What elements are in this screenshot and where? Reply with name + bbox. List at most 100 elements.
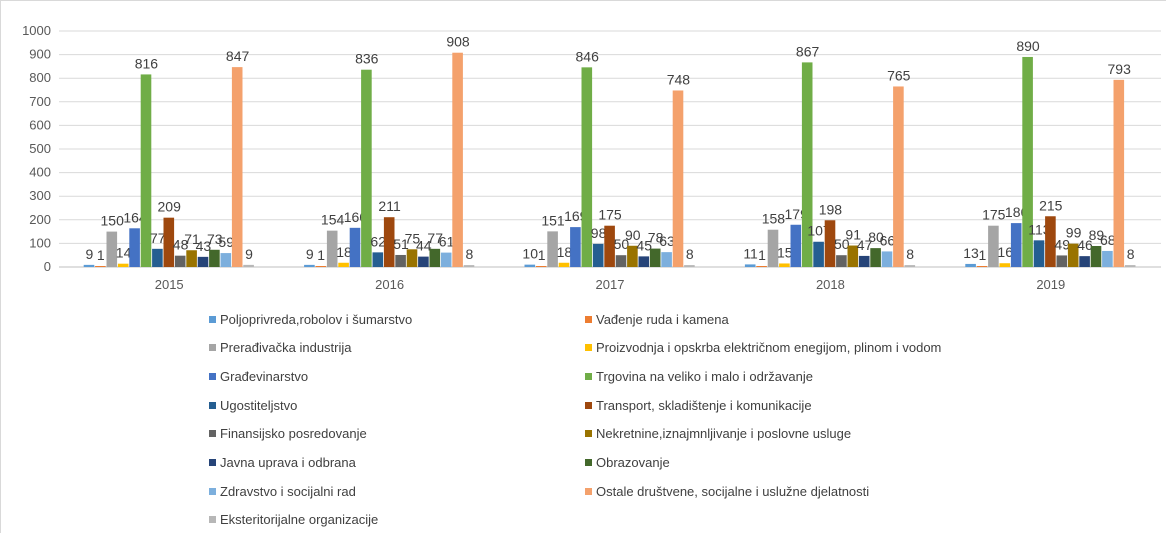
legend-swatch: [209, 401, 216, 409]
legend-label: Prerađivačka industrija: [220, 340, 352, 356]
legend-swatch: [585, 315, 592, 323]
bar: [661, 252, 672, 267]
bar: [117, 263, 129, 267]
y-tick-label: 0: [44, 259, 51, 274]
data-label: 18: [557, 244, 573, 260]
bar: [813, 241, 824, 267]
data-label: 15: [777, 244, 793, 260]
data-label: 10: [522, 246, 538, 262]
bar: [847, 245, 859, 267]
y-tick-label: 300: [29, 188, 51, 203]
data-label: 8: [466, 246, 474, 262]
data-label: 150: [101, 213, 125, 229]
bar: [1124, 265, 1136, 267]
data-label: 48: [173, 237, 189, 253]
bar: [220, 253, 232, 267]
data-label: 89: [1089, 227, 1105, 243]
legend-swatch: [209, 459, 216, 466]
legend-item: Poljoprivreda,robolov i šumarstvo: [209, 309, 412, 329]
legend-label: Transport, skladištenje i komunikacije: [596, 397, 812, 413]
legend-item: Transport, skladištenje i komunikacije: [585, 395, 812, 415]
data-label: 44: [416, 238, 432, 254]
y-tick-label: 200: [29, 212, 51, 227]
bar: [106, 231, 118, 267]
x-tick-label: 2018: [816, 277, 845, 292]
data-label: 68: [1100, 232, 1116, 248]
legend-item: Građevinarstvo: [209, 366, 308, 386]
bar: [684, 265, 695, 267]
data-label: 9: [306, 246, 314, 262]
bar: [1045, 216, 1056, 267]
y-tick-label: 400: [29, 165, 51, 180]
bar: [1010, 223, 1022, 267]
x-tick-label: 2019: [1036, 277, 1065, 292]
data-label: 73: [207, 231, 223, 247]
legend-swatch: [209, 315, 216, 323]
bar: [638, 256, 650, 267]
data-label: 11: [743, 245, 758, 261]
data-label: 43: [196, 238, 212, 254]
legend-swatch: [585, 372, 592, 380]
bar: [326, 230, 338, 267]
data-label: 158: [762, 211, 786, 227]
data-label: 9: [245, 246, 253, 262]
bar: [790, 224, 802, 267]
bar: [315, 266, 327, 267]
legend-label: Proizvodnja i opskrba električnom enegij…: [596, 340, 942, 356]
legend-swatch: [585, 401, 592, 409]
data-label: 50: [834, 236, 850, 252]
y-tick-label: 700: [29, 94, 51, 109]
data-label: 1: [538, 247, 546, 263]
legend-item: Nekretnine,iznajmnljivanje i poslovne us…: [585, 424, 851, 444]
x-tick-label: 2015: [155, 277, 184, 292]
data-label: 59: [218, 234, 234, 250]
legend-label: Eksteritorijalne organizacije: [220, 512, 379, 528]
legend-item: Ugostiteljstvo: [209, 395, 297, 415]
bar: [767, 229, 779, 267]
bar: [129, 228, 140, 267]
data-label: 215: [1039, 197, 1063, 213]
data-label: 18: [336, 244, 352, 260]
data-label: 46: [1077, 237, 1093, 253]
bar: [429, 248, 441, 267]
data-label: 66: [880, 232, 896, 248]
data-label: 75: [405, 230, 421, 246]
data-label: 98: [591, 225, 607, 241]
legend-label: Obrazovanje: [596, 455, 670, 470]
legend-label: Finansijsko posredovanje: [220, 426, 367, 442]
legend-swatch: [209, 372, 216, 380]
bar: [231, 67, 243, 267]
bar: [395, 254, 406, 267]
data-label: 9: [86, 246, 94, 262]
data-label: 198: [819, 201, 843, 217]
data-label: 846: [576, 48, 600, 64]
bar: [649, 248, 661, 267]
legend-label: Ostale društvene, socijalne i uslužne dj…: [596, 483, 870, 499]
data-label: 211: [378, 198, 401, 214]
y-tick-label: 900: [29, 47, 51, 62]
bar: [361, 69, 372, 267]
data-label: 50: [614, 236, 630, 252]
bar: [349, 227, 361, 267]
bar: [779, 263, 790, 267]
legend-item: Ostale društvene, socijalne i uslužne dj…: [585, 481, 869, 501]
bar: [592, 243, 604, 267]
data-label: 793: [1108, 61, 1132, 77]
legend-label: Javna uprava i odbrana: [220, 455, 356, 470]
legend-item: Trgovina na veliko i malo i održavanje: [585, 366, 813, 386]
bar: [870, 248, 881, 267]
data-label: 867: [796, 43, 820, 59]
bar: [904, 265, 916, 267]
data-label: 154: [321, 212, 345, 228]
data-label: 816: [135, 55, 159, 71]
bar: [186, 250, 197, 267]
y-tick-label: 100: [29, 235, 51, 250]
bar: [1113, 79, 1125, 268]
bar: [243, 264, 254, 267]
bar: [418, 256, 429, 267]
legend-swatch: [585, 430, 592, 438]
data-label: 49: [1054, 236, 1070, 252]
data-label: 51: [393, 236, 409, 252]
